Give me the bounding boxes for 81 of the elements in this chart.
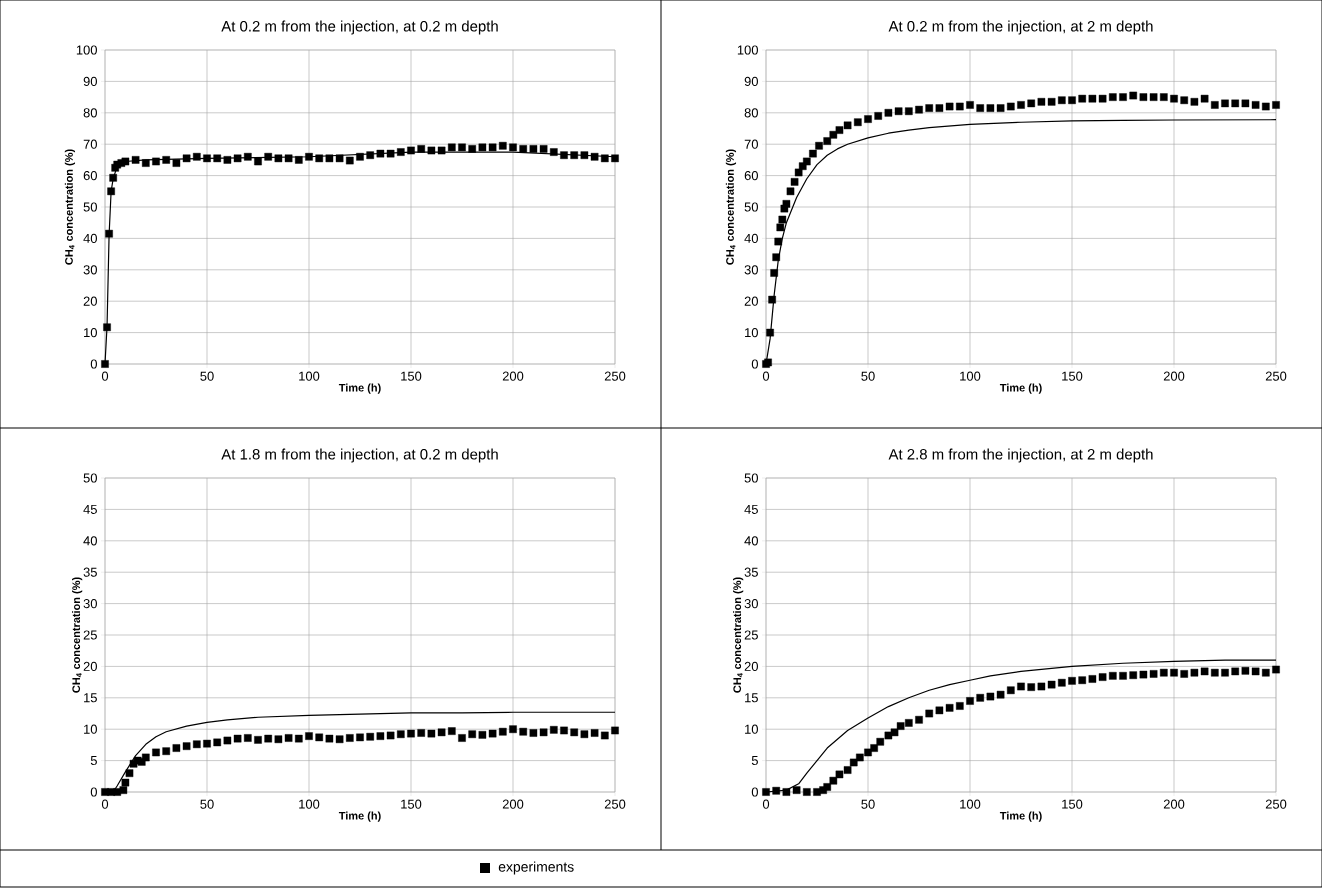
x-axis-title: Time (h) <box>338 383 381 394</box>
y-tick-label: 60 <box>744 171 758 181</box>
y-tick-label: 40 <box>83 536 97 546</box>
y-tick-label: 100 <box>76 45 97 55</box>
y-tick-label: 70 <box>744 139 758 149</box>
y-tick-label: 60 <box>83 171 97 181</box>
y-tick-label: 10 <box>745 328 758 338</box>
x-tick-label: 0 <box>101 799 109 809</box>
x-tick-label: 150 <box>401 371 422 381</box>
y-tick-label: 70 <box>83 139 97 149</box>
x-tick-label: 200 <box>502 371 524 381</box>
legend-label: experiments <box>498 861 574 875</box>
y-tick-label: 50 <box>83 473 97 483</box>
chart-title: At 0.2 m from the injection, at 2 m depth <box>888 20 1153 35</box>
y-tick-label: 20 <box>83 661 97 671</box>
x-tick-label: 0 <box>762 371 770 381</box>
y-tick-label: 25 <box>744 630 758 640</box>
y-tick-label: 5 <box>751 756 758 766</box>
y-axis-title: CH$_{4}$ concentration (%) <box>733 577 744 693</box>
x-tick-label: 100 <box>960 371 981 381</box>
x-tick-label: 0 <box>762 799 770 809</box>
x-tick-label: 250 <box>1265 371 1287 381</box>
y-tick-label: 15 <box>745 693 758 703</box>
y-tick-label: 10 <box>84 724 97 734</box>
y-tick-label: 90 <box>83 76 97 86</box>
x-tick-label: 50 <box>861 799 875 809</box>
x-tick-label: 250 <box>604 799 626 809</box>
y-tick-label: 30 <box>744 599 758 609</box>
x-tick-label: 250 <box>604 371 626 381</box>
x-tick-label: 50 <box>200 371 214 381</box>
y-tick-label: 25 <box>83 630 97 640</box>
y-tick-label: 20 <box>83 296 97 306</box>
y-tick-label: 0 <box>90 359 97 369</box>
y-tick-label: 45 <box>744 504 758 514</box>
x-tick-label: 100 <box>299 371 320 381</box>
y-axis-title: CH$_{4}$ concentration (%) <box>64 149 76 265</box>
y-axis-title: CH$_{4}$ concentration (%) <box>72 577 83 693</box>
y-tick-label: 20 <box>744 661 758 671</box>
y-tick-label: 15 <box>84 693 97 703</box>
x-tick-label: 50 <box>200 799 214 809</box>
y-tick-label: 30 <box>83 599 97 609</box>
y-tick-label: 30 <box>83 265 97 275</box>
chart-title: At 2.8 m from the injection, at 2 m depth <box>888 448 1153 463</box>
y-tick-label: 5 <box>90 756 97 766</box>
x-axis-title: Time (h) <box>338 811 381 822</box>
x-tick-label: 200 <box>1163 799 1185 809</box>
y-tick-label: 40 <box>744 536 758 546</box>
chart-title: At 1.8 m from the injection, at 0.2 m depth <box>221 448 498 463</box>
y-tick-label: 80 <box>744 108 758 118</box>
y-tick-label: 50 <box>744 473 758 483</box>
y-tick-label: 50 <box>744 202 758 212</box>
y-tick-label: 50 <box>83 202 97 212</box>
x-axis-title: Time (h) <box>999 811 1042 822</box>
y-tick-label: 10 <box>745 724 758 734</box>
x-tick-label: 250 <box>1265 799 1287 809</box>
y-tick-label: 100 <box>737 45 758 55</box>
x-tick-label: 50 <box>861 371 875 381</box>
y-tick-label: 45 <box>83 504 97 514</box>
y-tick-label: 0 <box>90 787 97 797</box>
y-tick-label: 10 <box>84 328 97 338</box>
y-tick-label: 20 <box>744 296 758 306</box>
chart-title: At 0.2 m from the injection, at 0.2 m depth <box>221 20 498 35</box>
x-tick-label: 100 <box>960 799 981 809</box>
x-tick-label: 200 <box>502 799 524 809</box>
x-axis-title: Time (h) <box>999 383 1042 394</box>
x-tick-label: 150 <box>401 799 422 809</box>
y-axis-title: CH$_{4}$ concentration (%) <box>725 149 737 265</box>
y-tick-label: 40 <box>83 233 97 243</box>
y-tick-label: 40 <box>744 233 758 243</box>
y-tick-label: 80 <box>83 108 97 118</box>
y-tick-label: 90 <box>744 76 758 86</box>
x-tick-label: 200 <box>1163 371 1185 381</box>
y-tick-label: 30 <box>744 265 758 275</box>
y-tick-label: 35 <box>83 567 97 577</box>
y-tick-label: 0 <box>751 787 758 797</box>
y-tick-label: 35 <box>744 567 758 577</box>
y-tick-label: 0 <box>751 359 758 369</box>
x-tick-label: 150 <box>1062 371 1083 381</box>
x-tick-label: 0 <box>101 371 109 381</box>
x-tick-label: 150 <box>1062 799 1083 809</box>
x-tick-label: 100 <box>299 799 320 809</box>
